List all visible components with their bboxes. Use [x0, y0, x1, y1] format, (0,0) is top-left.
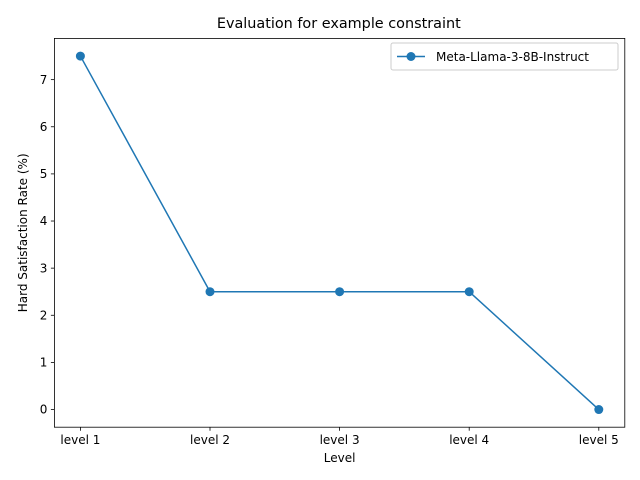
- y-tick-label: 0: [40, 403, 48, 417]
- x-tick-label: level 5: [579, 433, 619, 447]
- legend-box: [390, 42, 619, 71]
- x-axis-label: Level: [324, 451, 356, 465]
- chart-title: Evaluation for example constraint: [217, 16, 461, 32]
- series-line: [79, 55, 600, 411]
- data-point: [335, 287, 345, 297]
- y-tick-label: 2: [40, 308, 48, 322]
- y-axis-label: Hard Satisfaction Rate (%): [16, 153, 30, 312]
- x-tick-label: level 3: [320, 433, 360, 447]
- x-axis: level 1 level 2 level 3 level 4 level 5: [60, 427, 619, 447]
- plot-frame: [54, 38, 626, 428]
- x-tick-label: level 1: [60, 433, 100, 447]
- legend: Meta-Llama-3-8B-Instruct: [390, 42, 619, 71]
- y-axis: 0 1 2 3 4 5 6 7: [40, 73, 55, 417]
- y-tick-label: 3: [40, 261, 48, 275]
- y-tick-label: 7: [40, 73, 48, 87]
- data-point: [464, 287, 474, 297]
- data-point: [75, 51, 85, 61]
- x-tick-label: level 2: [190, 433, 230, 447]
- y-tick-label: 1: [40, 356, 48, 370]
- legend-series-marker: [406, 52, 416, 61]
- legend-series-label: Meta-Llama-3-8B-Instruct: [436, 50, 589, 64]
- data-point: [594, 405, 604, 415]
- y-tick-label: 4: [40, 214, 48, 228]
- x-tick-label: level 4: [449, 433, 489, 447]
- y-tick-label: 6: [40, 120, 48, 134]
- y-tick-label: 5: [40, 167, 48, 181]
- series-layer: [75, 51, 604, 415]
- data-point: [205, 287, 215, 297]
